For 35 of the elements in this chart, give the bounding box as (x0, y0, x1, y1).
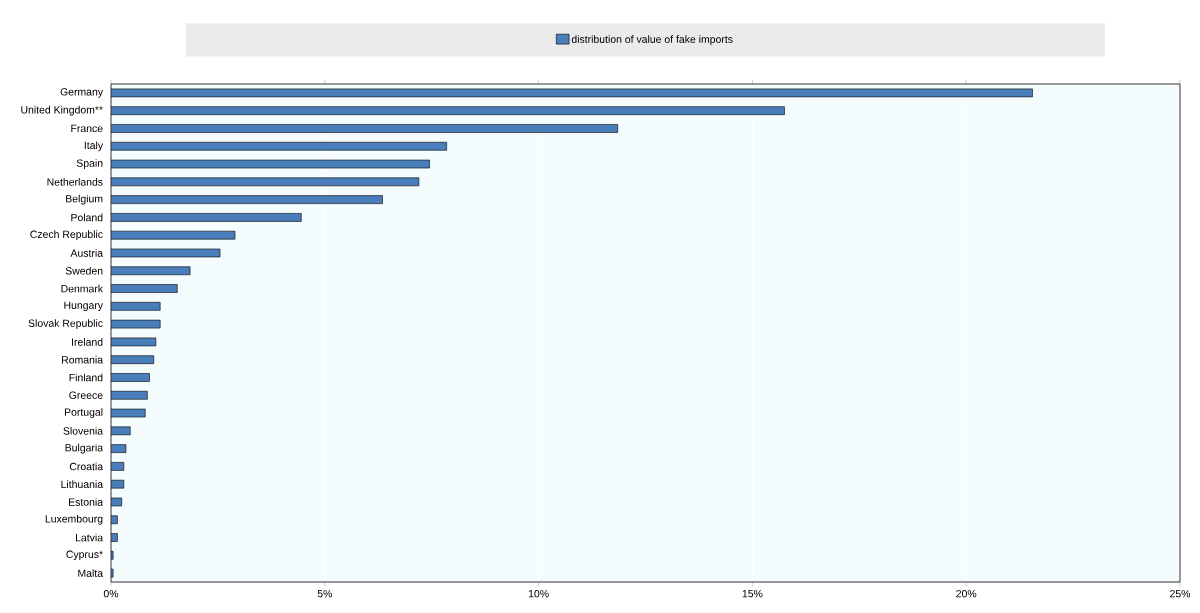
y-tick-label: Spain (76, 159, 103, 169)
x-tick-label: 20% (956, 589, 977, 598)
y-tick-label: Greece (69, 391, 103, 399)
y-tick-label: Slovak Republic (28, 319, 103, 329)
y-tick-label: Luxembourg (45, 514, 103, 525)
x-tick-label: 15% (742, 589, 763, 598)
y-tick-label: Portugal (64, 408, 103, 418)
x-tick-label: 0% (103, 589, 119, 598)
y-tick-label: Romania (62, 355, 104, 364)
y-tick-label: Malta (78, 569, 104, 577)
x-tick-label: 10% (528, 589, 549, 598)
y-tick-label: Poland (71, 213, 103, 222)
y-tick-label: Denmark (61, 284, 104, 293)
y-tick-label: Slovenia (63, 426, 104, 435)
legend-label: distribution of value of fake imports (571, 35, 733, 46)
y-tick-label: Bulgaria (65, 443, 104, 454)
x-tick-label: 5% (317, 589, 332, 598)
y-tick-label: Latvia (76, 533, 104, 542)
y-tick-label: France (71, 124, 103, 133)
y-tick-label: Cyprus* (66, 550, 103, 561)
y-tick-label: Sweden (65, 266, 103, 275)
y-tick-label: Italy (84, 141, 104, 152)
y-tick-label: Finland (69, 373, 103, 382)
y-tick-label: Croatia (69, 462, 104, 471)
y-tick-label: Netherlands (47, 177, 103, 186)
y-tick-label: Estonia (69, 498, 104, 506)
y-tick-label: Ireland (72, 338, 103, 346)
y-tick-label: Austria (70, 249, 104, 257)
y-tick-label: Belgium (66, 194, 103, 205)
y-tick-label: Hungary (64, 301, 104, 312)
y-tick-label: Lithuania (61, 480, 104, 489)
y-tick-label: United Kingdom** (21, 105, 103, 116)
x-tick-label: 25% (1170, 589, 1191, 598)
y-tick-label: Czech Republic (30, 230, 103, 241)
y-tick-label: Germany (60, 88, 104, 98)
